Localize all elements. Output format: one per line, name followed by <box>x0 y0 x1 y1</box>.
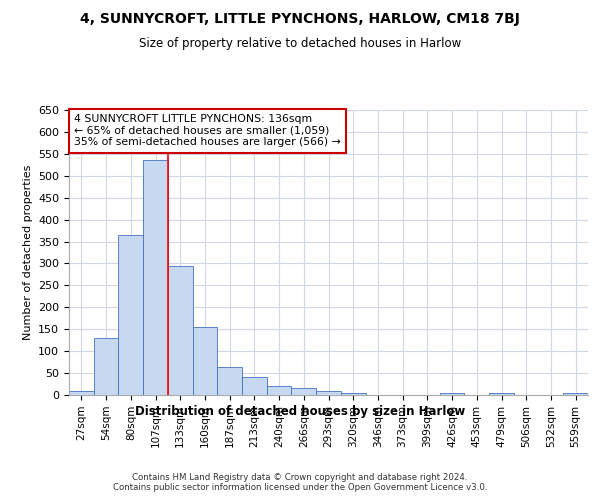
Bar <box>94 338 118 395</box>
Bar <box>563 393 588 395</box>
Bar <box>143 160 168 395</box>
Text: Distribution of detached houses by size in Harlow: Distribution of detached houses by size … <box>135 405 465 418</box>
Bar <box>69 390 94 395</box>
Bar <box>118 235 143 395</box>
Bar <box>217 366 242 395</box>
Text: 4 SUNNYCROFT LITTLE PYNCHONS: 136sqm
← 65% of detached houses are smaller (1,059: 4 SUNNYCROFT LITTLE PYNCHONS: 136sqm ← 6… <box>74 114 341 148</box>
Bar <box>292 388 316 395</box>
Text: Size of property relative to detached houses in Harlow: Size of property relative to detached ho… <box>139 38 461 51</box>
Text: 4, SUNNYCROFT, LITTLE PYNCHONS, HARLOW, CM18 7BJ: 4, SUNNYCROFT, LITTLE PYNCHONS, HARLOW, … <box>80 12 520 26</box>
Bar <box>316 390 341 395</box>
Bar <box>193 327 217 395</box>
Y-axis label: Number of detached properties: Number of detached properties <box>23 165 32 340</box>
Bar <box>168 266 193 395</box>
Bar <box>341 393 365 395</box>
Bar <box>440 393 464 395</box>
Text: Contains HM Land Registry data © Crown copyright and database right 2024.
Contai: Contains HM Land Registry data © Crown c… <box>113 472 487 492</box>
Bar <box>242 378 267 395</box>
Bar <box>267 386 292 395</box>
Bar <box>489 393 514 395</box>
